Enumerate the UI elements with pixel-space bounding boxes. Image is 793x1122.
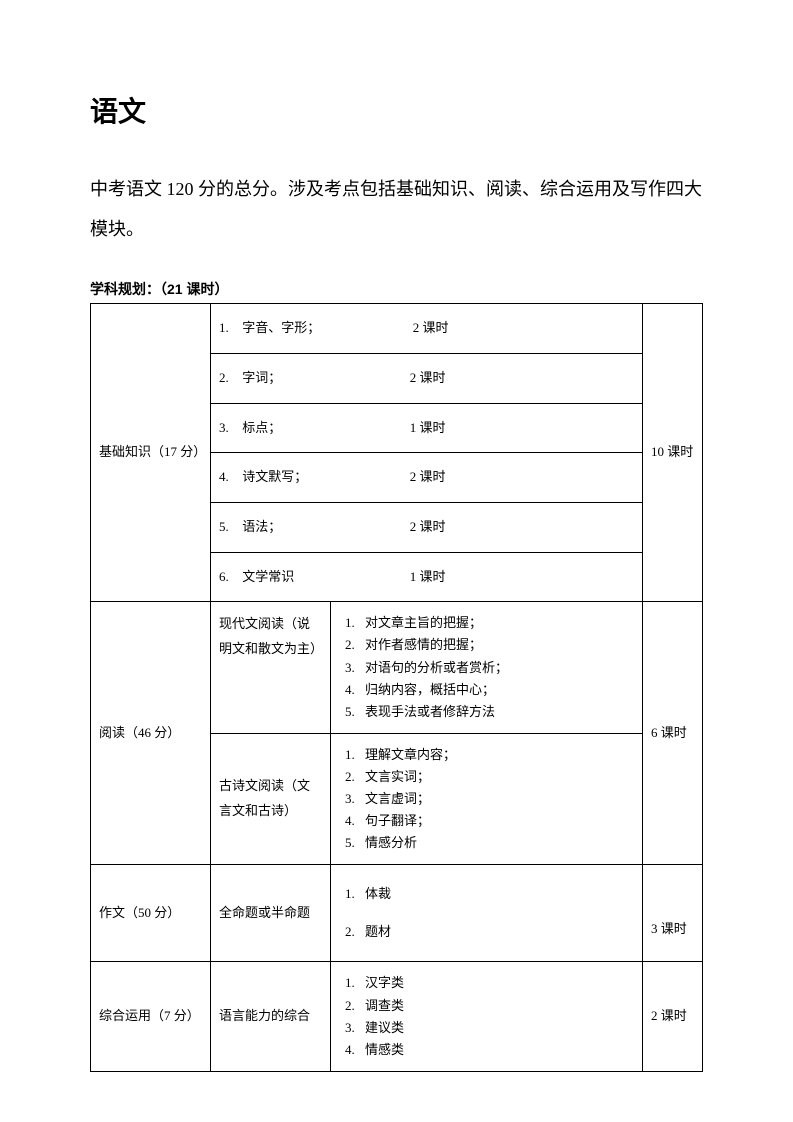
item-hours: 2 课时 [374,316,449,341]
item-num: 5. [219,515,239,540]
list-item: 2.调查类 [345,995,634,1017]
item-cell: 5. 语法； 2 课时 [211,502,643,552]
item-hours: 2 课时 [371,465,446,490]
list-item: 3.文言虚词； [345,788,634,810]
curriculum-table: 基础知识（17 分） 1. 字音、字形； 2 课时 10 课时 2. 字词； 2… [90,303,703,1072]
item-num: 2. [219,366,239,391]
points-list: 1.汉字类 2.调查类 3.建议类 4.情感类 [339,972,634,1060]
total-hours: 10 课时 [643,304,703,602]
item-cell: 2. 字词； 2 课时 [211,353,643,403]
list-item: 5.情感分析 [345,832,634,854]
points-cell: 1.对文章主旨的把握； 2.对作者感情的把握； 3.对语句的分析或者赏析； 4.… [331,602,643,733]
table-row: 综合运用（7 分） 语言能力的综合 1.汉字类 2.调查类 3.建议类 4.情感… [91,962,703,1071]
section-label: 基础知识（17 分） [91,304,211,602]
item-num: 3. [219,416,239,441]
list-item: 1.汉字类 [345,972,634,994]
list-item: 1.体裁 [345,875,634,913]
subsection-label: 现代文阅读（说明文和散文为主） [211,602,331,733]
list-item: 1.对文章主旨的把握； [345,612,634,634]
intro-paragraph: 中考语文 120 分的总分。涉及考点包括基础知识、阅读、综合运用及写作四大模块。 [90,170,703,249]
table-row: 阅读（46 分） 现代文阅读（说明文和散文为主） 1.对文章主旨的把握； 2.对… [91,602,703,733]
list-item: 3.建议类 [345,1017,634,1039]
total-hours: 2 课时 [643,962,703,1071]
item-cell: 3. 标点； 1 课时 [211,403,643,453]
item-num: 4. [219,465,239,490]
item-name: 标点； [242,416,317,441]
list-item: 3.对语句的分析或者赏析； [345,657,634,679]
list-item: 4.归纳内容，概括中心； [345,679,634,701]
item-hours: 2 课时 [371,515,446,540]
page-title: 语文 [90,90,703,130]
item-name: 诗文默写； [242,465,317,490]
item-name: 字词； [242,366,317,391]
section-label: 综合运用（7 分） [91,962,211,1071]
points-list: 1.体裁 2.题材 [339,875,634,951]
list-item: 4.情感类 [345,1039,634,1061]
list-item: 4.句子翻译； [345,810,634,832]
section-label: 阅读（46 分） [91,602,211,865]
points-cell: 1.理解文章内容； 2.文言实词； 3.文言虚词； 4.句子翻译； 5.情感分析 [331,733,643,864]
table-row: 基础知识（17 分） 1. 字音、字形； 2 课时 10 课时 [91,304,703,354]
item-num: 1. [219,316,239,341]
item-cell: 1. 字音、字形； 2 课时 [211,304,643,354]
list-item: 5.表现手法或者修辞方法 [345,701,634,723]
item-hours: 1 课时 [371,416,446,441]
points-list: 1.对文章主旨的把握； 2.对作者感情的把握； 3.对语句的分析或者赏析； 4.… [339,612,634,722]
item-hours: 1 课时 [371,565,446,590]
item-name: 文学常识 [242,565,317,590]
item-name: 字音、字形； [242,316,320,341]
subsection-label: 古诗文阅读（文言文和古诗） [211,733,331,864]
total-hours: 3 课时 [643,865,703,962]
table-row: 作文（50 分） 全命题或半命题 1.体裁 2.题材 3 课时 [91,865,703,962]
item-num: 6. [219,565,239,590]
list-item: 2.文言实词； [345,766,634,788]
item-cell: 6. 文学常识 1 课时 [211,552,643,602]
list-item: 2.题材 [345,913,634,951]
item-cell: 4. 诗文默写； 2 课时 [211,453,643,503]
list-item: 2.对作者感情的把握； [345,634,634,656]
points-cell: 1.汉字类 2.调查类 3.建议类 4.情感类 [331,962,643,1071]
section-label: 作文（50 分） [91,865,211,962]
points-list: 1.理解文章内容； 2.文言实词； 3.文言虚词； 4.句子翻译； 5.情感分析 [339,744,634,854]
points-cell: 1.体裁 2.题材 [331,865,643,962]
item-hours: 2 课时 [371,366,446,391]
item-name: 语法； [242,515,317,540]
subsection-label: 全命题或半命题 [211,865,331,962]
subsection-label: 语言能力的综合 [211,962,331,1071]
list-item: 1.理解文章内容； [345,744,634,766]
total-hours: 6 课时 [643,602,703,865]
plan-subtitle: 学科规划：（21 课时） [90,279,703,299]
